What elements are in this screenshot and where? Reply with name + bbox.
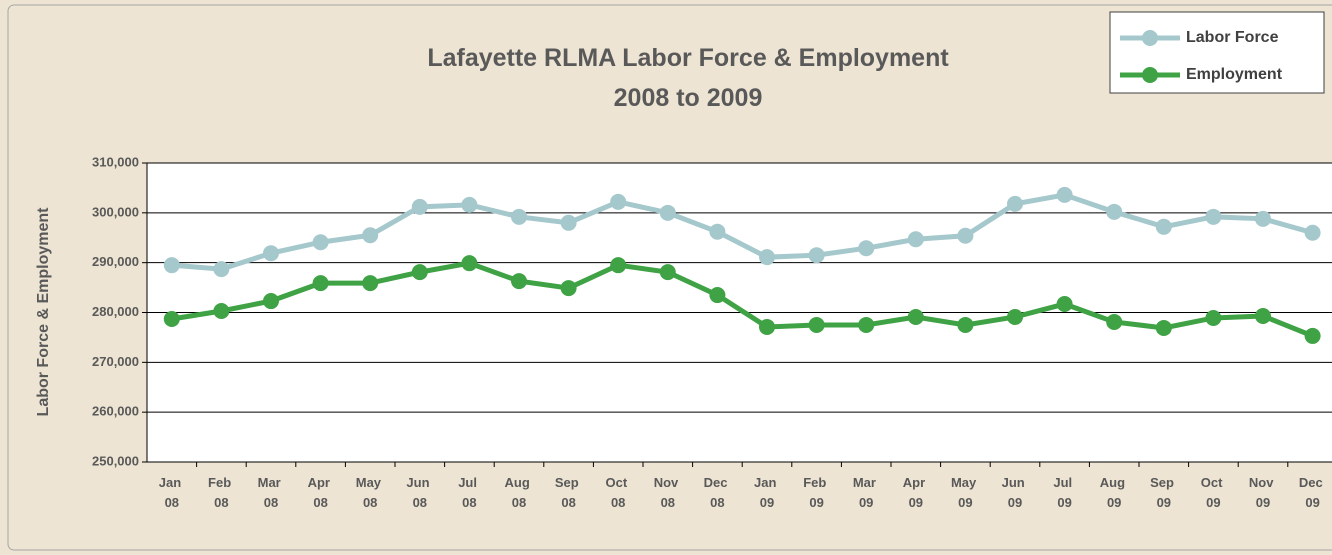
data-point <box>1255 210 1271 227</box>
data-point <box>759 318 775 335</box>
data-point <box>1205 208 1222 225</box>
chart-title: Lafayette RLMA Labor Force & Employment <box>427 44 949 72</box>
data-point <box>1304 327 1321 344</box>
data-point <box>858 316 875 333</box>
data-point <box>1007 308 1023 325</box>
data-point <box>1007 195 1023 212</box>
x-tick-label: Aug 08 <box>505 475 534 510</box>
legend-label: Labor Force <box>1186 29 1279 46</box>
data-point <box>511 273 527 290</box>
data-point <box>759 249 775 266</box>
data-point <box>560 214 577 231</box>
data-point <box>163 257 180 274</box>
legend-label: Employment <box>1186 66 1283 83</box>
data-point <box>808 247 825 264</box>
data-point <box>659 264 676 281</box>
data-point <box>1155 218 1172 235</box>
y-tick-label: 260,000 <box>92 404 139 419</box>
data-point <box>610 257 627 274</box>
legend-marker <box>1142 30 1158 46</box>
data-point <box>163 310 180 327</box>
data-point <box>1056 296 1073 313</box>
data-point <box>461 196 478 213</box>
x-tick-label: Jan 08 <box>159 475 185 510</box>
y-tick-label: 300,000 <box>92 204 139 219</box>
data-point <box>312 275 329 292</box>
x-tick-label: Nov 08 <box>654 475 682 510</box>
data-point <box>610 193 627 210</box>
data-point <box>1155 319 1172 336</box>
y-tick-label: 270,000 <box>92 354 139 369</box>
data-point <box>808 316 825 333</box>
series-line <box>171 260 1314 339</box>
y-axis-label: Labor Force & Employment <box>35 207 52 417</box>
data-point <box>312 234 329 251</box>
x-tick-label: Sep 08 <box>555 475 582 510</box>
x-tick-label: Apr 08 <box>308 475 334 510</box>
data-point <box>957 227 974 244</box>
data-point <box>511 208 527 225</box>
data-point <box>858 240 875 257</box>
data-point <box>659 204 676 221</box>
data-point <box>263 293 279 310</box>
y-tick-label: 310,000 <box>92 154 139 169</box>
x-tick-label: Jan 09 <box>754 475 780 510</box>
x-tick-label: Feb 08 <box>208 475 235 510</box>
data-point <box>1205 309 1222 326</box>
data-point <box>1056 186 1073 203</box>
x-tick-label: Jun 09 <box>1002 475 1029 510</box>
data-point <box>1255 307 1271 324</box>
x-tick-label: Dec 09 <box>1299 475 1326 510</box>
x-tick-label: Apr 09 <box>903 475 929 510</box>
x-tick-label: Oct 08 <box>606 475 631 510</box>
data-point <box>1304 224 1321 241</box>
data-point <box>213 261 230 278</box>
x-tick-label: Mar 09 <box>853 475 880 510</box>
data-point <box>411 198 428 215</box>
data-point <box>1106 313 1123 330</box>
data-point <box>411 264 428 281</box>
x-tick-label: Aug 09 <box>1100 475 1129 510</box>
x-tick-label: Nov 09 <box>1249 475 1277 510</box>
x-tick-label: Jun 08 <box>406 475 433 510</box>
x-tick-label: Jul 09 <box>1053 475 1075 510</box>
data-point <box>1106 203 1123 220</box>
x-tick-label: Mar 08 <box>258 475 285 510</box>
x-tick-label: May 09 <box>951 475 980 510</box>
data-point <box>957 316 974 333</box>
data-point <box>461 255 478 272</box>
data-point <box>213 303 230 320</box>
data-point <box>263 245 279 262</box>
x-tick-label: Feb 09 <box>803 475 830 510</box>
data-point <box>709 287 726 304</box>
series-line <box>171 192 1314 272</box>
x-tick-label: Dec 08 <box>704 475 731 510</box>
data-point <box>362 275 379 292</box>
y-tick-label: 290,000 <box>92 254 139 269</box>
chart-subtitle: 2008 to 2009 <box>614 84 763 112</box>
y-tick-label: 250,000 <box>92 453 139 468</box>
legend-marker <box>1142 67 1158 83</box>
x-tick-label: May 08 <box>356 475 385 510</box>
data-point <box>362 227 379 244</box>
data-point <box>907 308 924 325</box>
y-tick-label: 280,000 <box>92 304 139 319</box>
x-tick-label: Sep 09 <box>1150 475 1177 510</box>
data-point <box>907 231 924 248</box>
data-point <box>709 223 726 240</box>
data-point <box>560 280 577 297</box>
x-tick-label: Jul 08 <box>458 475 480 510</box>
x-tick-label: Oct 09 <box>1201 475 1226 510</box>
